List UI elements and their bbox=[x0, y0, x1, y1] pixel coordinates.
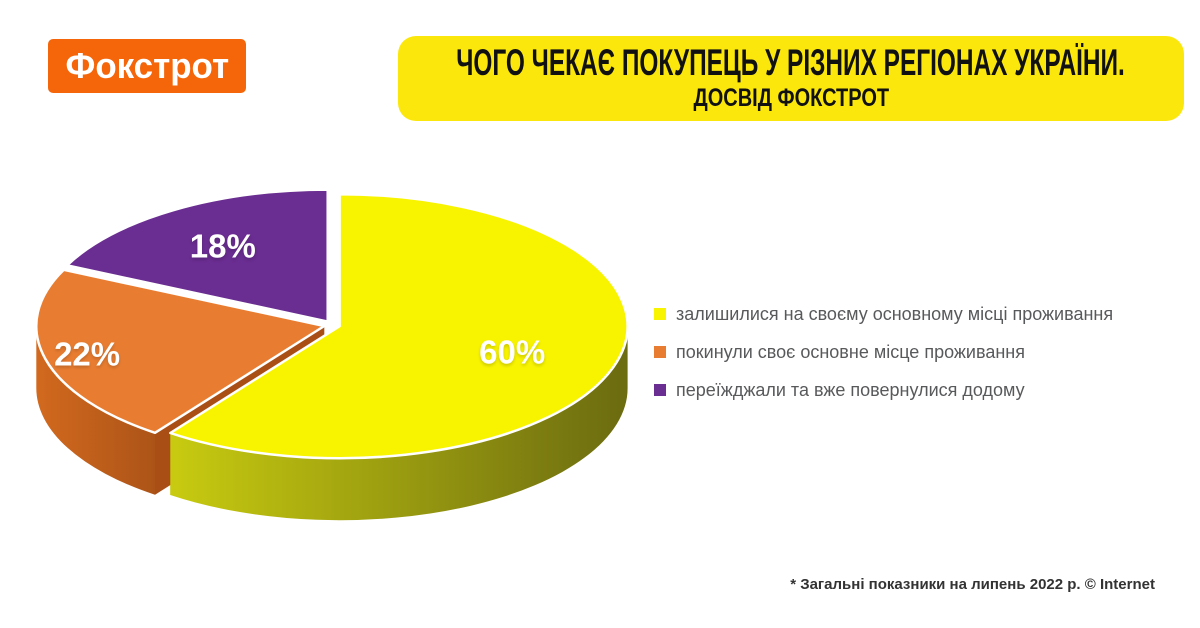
legend-item-returned: переїжджали та вже повернулися додому bbox=[654, 379, 1194, 401]
foxtrot-logo: Фокстрот bbox=[48, 39, 246, 93]
legend-label: залишилися на своєму основному місці про… bbox=[676, 304, 1114, 324]
legend-label: покинули своє основне місце проживання bbox=[676, 342, 1025, 362]
footnote: * Загальні показники на липень 2022 р. ©… bbox=[790, 576, 1155, 593]
title-banner: ЧОГО ЧЕКАЄ ПОКУПЕЦЬ У РІЗНИХ РЕГІОНАХ УК… bbox=[398, 36, 1184, 121]
legend-swatch-yellow-icon bbox=[654, 308, 666, 320]
legend-label: переїжджали та вже повернулися додому bbox=[676, 380, 1025, 400]
pie-slice-2 bbox=[65, 188, 329, 323]
page-title: ЧОГО ЧЕКАЄ ПОКУПЕЦЬ У РІЗНИХ РЕГІОНАХ УК… bbox=[456, 42, 1126, 84]
pie-value-label-0: 60% bbox=[479, 333, 545, 370]
chart-legend: залишилися на своєму основному місці про… bbox=[654, 303, 1194, 417]
legend-swatch-purple-icon bbox=[654, 384, 666, 396]
pie-slice-0 bbox=[169, 192, 629, 460]
page-subtitle: ДОСВІД ФОКСТРОТ bbox=[693, 84, 889, 113]
pie-slice-1 bbox=[35, 268, 326, 435]
legend-item-stayed: залишилися на своєму основному місці про… bbox=[654, 303, 1194, 325]
logo-text: Фокстрот bbox=[65, 45, 229, 86]
pie-slice-1-side bbox=[36, 326, 155, 495]
legend-swatch-orange-icon bbox=[654, 346, 666, 358]
pie-value-label-2: 18% bbox=[190, 227, 256, 264]
pie-chart: 60% 22% 18% bbox=[35, 188, 629, 521]
legend-item-left-home: покинули своє основне місце проживання bbox=[654, 341, 1194, 363]
pie-value-label-1: 22% bbox=[54, 335, 120, 372]
pie-slice-0-side bbox=[170, 326, 628, 521]
